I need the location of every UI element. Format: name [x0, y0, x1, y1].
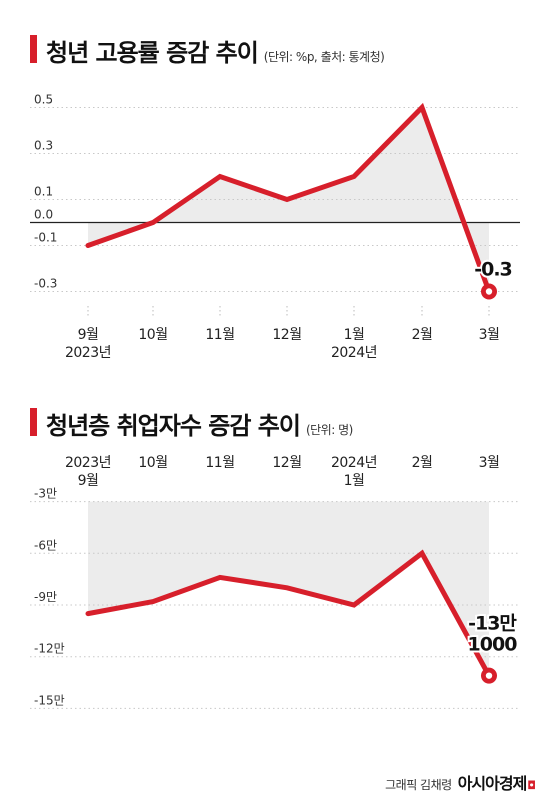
chart2-ytick-label: -15만 [34, 693, 65, 707]
chart1-title: 청년 고용률 증감 추이 [46, 39, 259, 67]
chart1-xtick-label: 9월 2023년 [65, 327, 111, 361]
chart1-xtick-label: 10월 [138, 327, 167, 343]
chart2-youth-employed: 2023년 9월 10월 11월 12월 2024년 1월 2월 3월 -3만 -6만 -9만 -12만… [30, 455, 520, 709]
chart2-xtick-label: 3월 [479, 455, 500, 471]
chart2-ytick-label: -12만 [34, 642, 65, 656]
chart2-title: 청년층 취업자수 증감 추이 [46, 412, 301, 440]
chart1-xtick-label: 12월 [272, 327, 301, 343]
chart2-xtick-label: 11월 [205, 455, 234, 471]
chart2-ytick-label: -3만 [34, 487, 57, 501]
chart2-xtick-label: 10월 [138, 455, 167, 471]
credit: 그래픽 김채령 아시아경제 ◘ [385, 770, 536, 794]
chart1-series-line [85, 102, 492, 294]
chart1-ytick-label: 0.3 [34, 139, 53, 153]
chart2-xtick-label: 2023년 9월 [65, 455, 111, 489]
chart1-employment-rate: 0.5 0.3 0.1 0.0 -0.1 -0.3 9월 2023년 10월 11월 12월 1월 20… [30, 93, 520, 361]
chart2-ytick-label: -9만 [34, 590, 57, 604]
chart1-ytick-label: -0.3 [34, 277, 57, 291]
chart1-unit: (단위: %p, 출처: 통계청) [263, 50, 385, 64]
chart2-title-bar [30, 408, 37, 436]
chart2-xtick-label: 2월 [412, 455, 433, 471]
chart1-xtick-label: 1월 2024년 [331, 327, 377, 361]
chart2-header: 청년층 취업자수 증감 추이 (단위: 명) [46, 406, 353, 441]
chart2-xtick-label: 12월 [272, 455, 301, 471]
chart1-xtick-label: 3월 [479, 327, 500, 343]
chart1-ytick-label: 0.5 [34, 93, 53, 107]
chart1-xtick-label: 11월 [205, 327, 234, 343]
credit-brand-logo: 아시아경제 [457, 774, 528, 793]
chart1-header: 청년 고용률 증감 추이 (단위: %p, 출처: 통계청) [46, 33, 385, 68]
chart1-title-bar [30, 35, 37, 63]
chart1-ytick-label: 0.0 [34, 208, 53, 222]
chart2-xtick-label: 2024년 1월 [331, 455, 377, 489]
chart1-end-marker-dot [485, 288, 493, 295]
brand-mark-icon: ◘ [527, 779, 536, 792]
chart1-ytick-label: -0.1 [34, 231, 57, 245]
chart2-unit: (단위: 명) [305, 423, 353, 437]
chart2-series-line [85, 549, 492, 679]
chart2-area-fill [88, 501, 489, 676]
credit-name: 그래픽 김채령 [385, 778, 452, 792]
chart1-ytick-label: 0.1 [34, 185, 53, 199]
chart2-end-marker-dot [485, 672, 493, 679]
chart1-xtick-label: 2월 [412, 327, 433, 343]
chart2-ytick-label: -6만 [34, 538, 57, 552]
chart2-annotation-label: -13만 1000 [468, 613, 518, 656]
chart1-annotation-label: -0.3 [474, 259, 512, 281]
